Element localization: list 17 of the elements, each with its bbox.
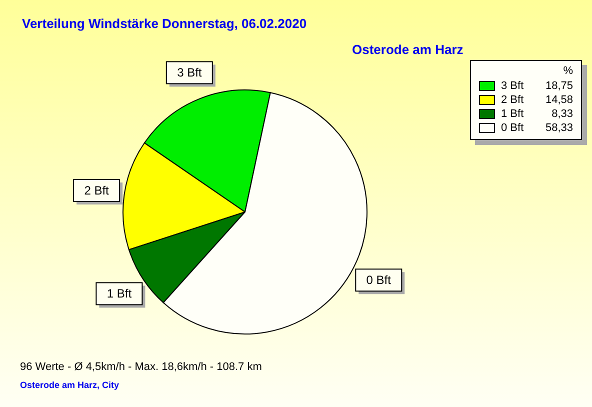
slice-label: 0 Bft (366, 273, 392, 288)
slice-label: 1 Bft (106, 286, 132, 301)
text: 96 Werte - Ø 4,5km/h - Max. 18,6km/h - 108.7 km (20, 361, 262, 373)
chart-subtitle: Osterode am Harz (352, 42, 464, 57)
data-label: 58,33 (544, 122, 573, 134)
legend-label: 3 Bft (501, 80, 525, 92)
legend-label: 0 Bft (501, 122, 525, 134)
text: Osterode am Harz, City (20, 380, 120, 390)
data-label: 8,33 (550, 108, 573, 120)
chart-title: Verteilung Windstärke Donnerstag, 06.02.2020 (22, 16, 307, 31)
slice-label: 2 Bft (84, 183, 110, 198)
legend-label: 2 Bft (501, 94, 525, 106)
data-label: 14,58 (544, 94, 573, 106)
slice-label: 3 Bft (177, 66, 202, 80)
legend-label: 1 Bft (501, 108, 525, 120)
data-label: 18,75 (544, 80, 573, 92)
legend-title: % (562, 65, 573, 77)
